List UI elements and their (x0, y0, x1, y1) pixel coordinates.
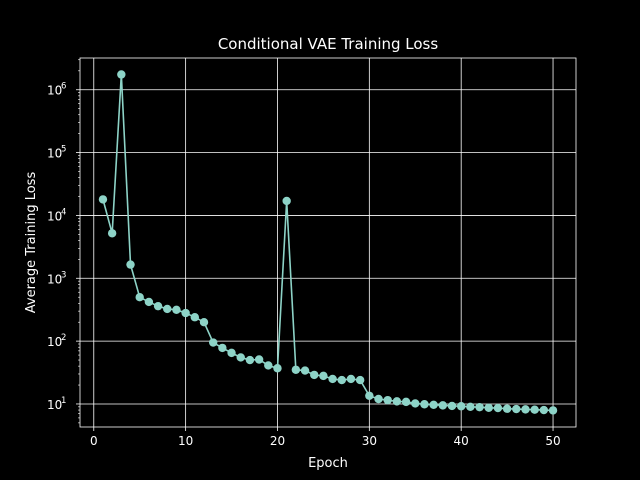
x-tick-label: 10 (178, 434, 193, 448)
data-point (117, 70, 126, 79)
data-point (107, 229, 117, 238)
data-point (245, 355, 255, 365)
y-tick-label: 10 (47, 398, 62, 412)
grid (80, 58, 576, 427)
data-point (190, 313, 200, 322)
data-point (383, 395, 392, 405)
data-point (484, 403, 493, 412)
y-tick-exponent: 1 (61, 396, 66, 406)
data-point (181, 308, 190, 318)
y-tick-label: 10 (47, 335, 62, 349)
y-tick-label: 10 (47, 272, 62, 286)
data-point (218, 343, 227, 353)
data-point (273, 364, 282, 373)
data-point (264, 361, 273, 370)
data-point (438, 401, 448, 410)
data-point (475, 402, 484, 412)
y-tick-exponent: 5 (61, 145, 66, 155)
data-point (429, 400, 438, 409)
y-axis-label: Average Training Loss (24, 172, 39, 314)
data-point (337, 375, 346, 385)
plot-frame (79, 57, 577, 428)
data-point (153, 301, 163, 311)
y-tick-exponent: 3 (61, 270, 66, 280)
x-tick-label: 30 (362, 434, 377, 448)
data-point (530, 405, 539, 414)
data-point (126, 260, 135, 269)
data-point (346, 374, 356, 384)
x-tick-label: 50 (545, 434, 560, 448)
data-point (456, 402, 466, 411)
y-tick-exponent: 2 (61, 333, 66, 343)
data-point (163, 304, 172, 314)
data-point (512, 404, 521, 414)
data-point (208, 338, 218, 347)
data-point (539, 405, 549, 415)
data-point (319, 371, 328, 381)
data-point (502, 404, 512, 413)
y-tick-label: 10 (47, 84, 62, 98)
data-point (172, 305, 181, 315)
data-point (328, 374, 337, 384)
data-point (392, 397, 402, 406)
data-point (144, 297, 154, 307)
data-point (420, 400, 429, 409)
x-tick-label: 20 (270, 434, 285, 448)
data-point (291, 365, 301, 374)
data-point (227, 348, 236, 358)
x-axis-label: Epoch (308, 456, 348, 471)
data-point (254, 355, 264, 364)
data-point (447, 401, 457, 411)
data-point (135, 292, 144, 302)
data-point (236, 353, 245, 362)
chart-title: Conditional VAE Training Loss (218, 35, 439, 53)
x-tick-label: 40 (454, 434, 469, 448)
data-point (374, 394, 383, 404)
data-point (401, 397, 411, 407)
x-tick-label: 0 (90, 434, 98, 448)
y-tick-label: 10 (47, 147, 62, 161)
data-point (282, 196, 291, 206)
data-point (466, 402, 475, 412)
series-layer (98, 70, 558, 415)
data-point (365, 391, 374, 400)
data-point (300, 366, 310, 375)
data-point (521, 405, 530, 414)
y-tick-exponent: 6 (61, 82, 66, 92)
data-point (310, 370, 319, 380)
y-tick-exponent: 4 (61, 207, 66, 217)
data-point (548, 406, 558, 415)
data-point (411, 399, 420, 408)
data-point (199, 318, 209, 327)
data-point (355, 375, 365, 385)
y-tick-label: 10 (47, 209, 62, 223)
data-point (493, 403, 503, 413)
data-point (98, 195, 108, 204)
x-axis-ticks: 0 10 20 30 40 50 (90, 427, 561, 448)
